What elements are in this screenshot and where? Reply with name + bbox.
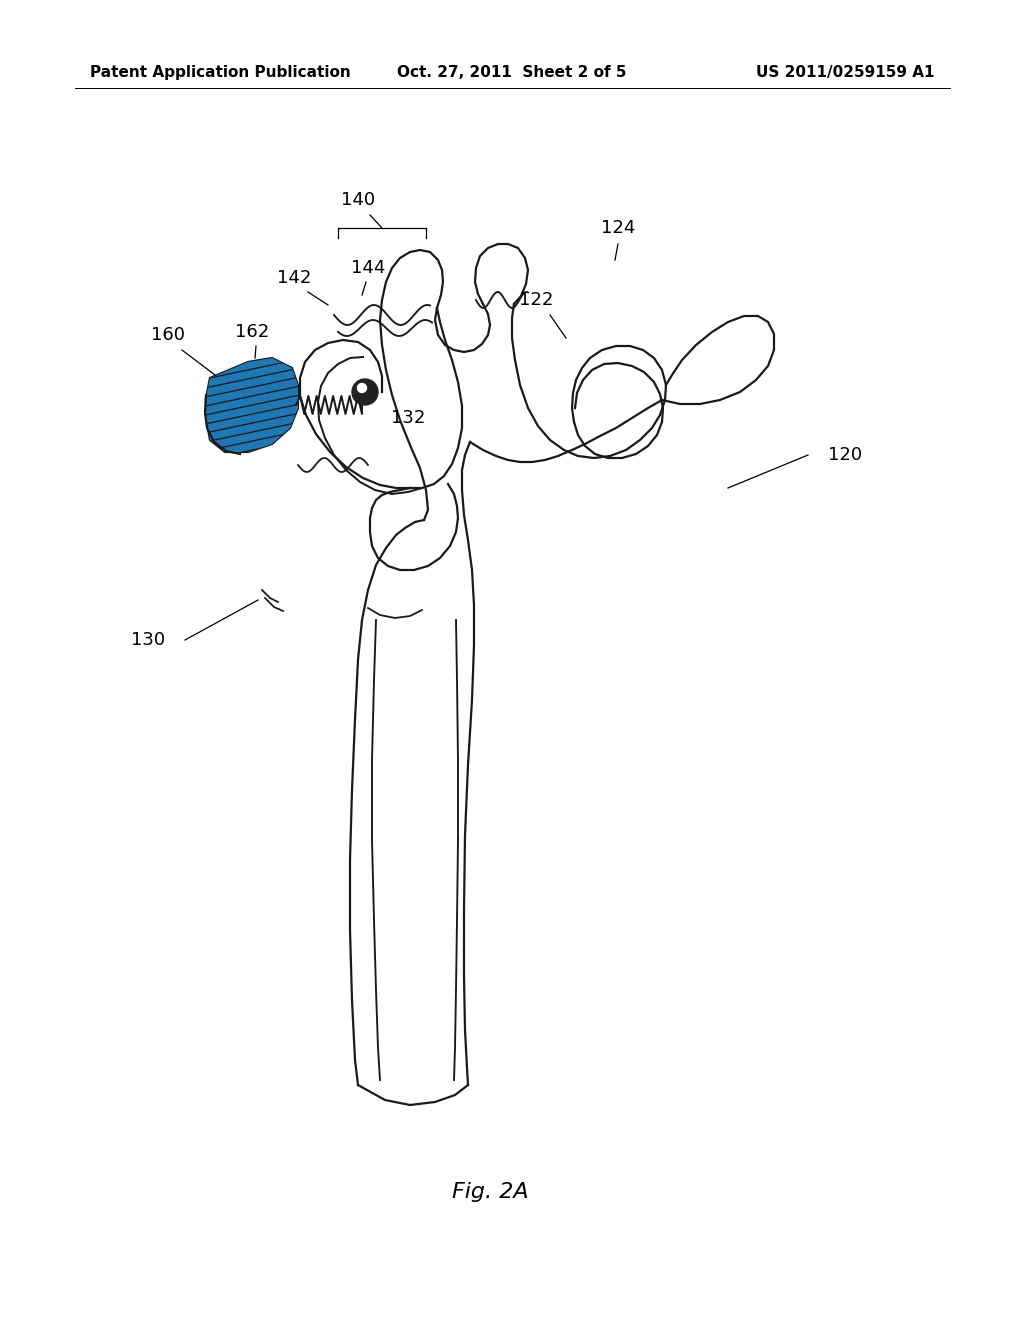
Circle shape [352, 379, 378, 405]
Text: 140: 140 [341, 191, 375, 209]
Circle shape [357, 384, 367, 392]
Text: Oct. 27, 2011  Sheet 2 of 5: Oct. 27, 2011 Sheet 2 of 5 [397, 65, 627, 81]
Text: 124: 124 [601, 219, 635, 238]
Text: Patent Application Publication: Patent Application Publication [90, 65, 351, 81]
Text: 144: 144 [351, 259, 385, 277]
Text: 120: 120 [828, 446, 862, 465]
Text: 132: 132 [391, 409, 425, 426]
Text: 160: 160 [151, 326, 185, 345]
Text: 142: 142 [276, 269, 311, 286]
Polygon shape [206, 358, 298, 451]
Text: Fig. 2A: Fig. 2A [452, 1181, 528, 1203]
Polygon shape [206, 358, 298, 451]
Text: 122: 122 [519, 290, 553, 309]
Text: 162: 162 [234, 323, 269, 341]
Text: US 2011/0259159 A1: US 2011/0259159 A1 [756, 65, 934, 81]
Text: 130: 130 [131, 631, 165, 649]
